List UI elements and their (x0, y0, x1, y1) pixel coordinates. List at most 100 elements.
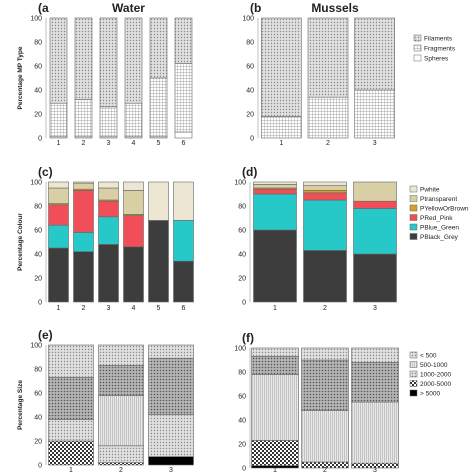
bar-segment (48, 204, 69, 226)
x-tick-label: 1 (57, 305, 61, 312)
legend-label: Filaments (424, 36, 453, 43)
bar-segment (99, 17, 118, 108)
bar-segment (148, 220, 169, 303)
x-tick-label: 1 (279, 140, 283, 147)
bar-segment (301, 359, 349, 411)
bar-segment (98, 462, 144, 466)
legend-label: 500-1000 (420, 362, 448, 369)
chart-d: (d) 0 20 40 60 80 100 1 2 3 Pwhite Ptransparent PYel… (234, 165, 469, 312)
bar-segment (303, 181, 347, 186)
legend-label: Fragments (424, 46, 456, 53)
bar-segment (173, 181, 194, 221)
panel-label-d: (d) (242, 165, 257, 179)
bar-segment (48, 377, 94, 420)
x-tick-label: 2 (119, 467, 123, 474)
bar-segment (303, 192, 347, 201)
y-tick-label: 20 (34, 112, 42, 119)
bar-segment (303, 190, 347, 194)
legend-label: PBlack_Grey (420, 234, 459, 241)
bar-segment (353, 181, 397, 202)
bar-segment (123, 190, 144, 215)
legend-swatch (413, 44, 422, 52)
bar-segment (253, 229, 297, 303)
y-tick-label: 0 (38, 136, 42, 143)
x-tick-label: 3 (169, 467, 173, 474)
y-axis-label: Percentage MP Type (17, 46, 24, 109)
bar-segment (98, 365, 144, 396)
x-tick-label: 2 (323, 467, 327, 474)
bar-segment (253, 188, 297, 195)
x-tick-label: 4 (132, 140, 136, 147)
bar-segment (174, 63, 193, 133)
bar-segment (98, 344, 144, 366)
y-tick-label: 60 (238, 228, 246, 235)
bar-segment (123, 246, 144, 303)
y-tick-label: 80 (34, 367, 42, 374)
bar-segment (173, 220, 194, 262)
chart-e: (e) 0 20 40 60 80 100 Percentage Size 1 2 3 (17, 328, 194, 474)
bar-segment (73, 251, 94, 303)
bar-segment (98, 187, 119, 201)
bar-segment (123, 215, 144, 248)
bar-segment (253, 181, 297, 185)
bar-segment (73, 190, 94, 233)
panel-title-a: Water (112, 1, 145, 15)
y-tick-label: 80 (34, 204, 42, 211)
bar-segment (261, 116, 302, 139)
y-tick-label: 80 (34, 40, 42, 47)
y-tick-label: 0 (242, 466, 246, 473)
bar-segment (124, 102, 143, 138)
y-tick-label: 100 (234, 180, 246, 187)
y-tick-label: 20 (238, 276, 246, 283)
chart-b: (b Mussels 0 20 40 60 80 100 1 2 3 Filaments Fragmen… (242, 1, 456, 147)
bar-segment (148, 414, 194, 457)
bar-segment (174, 131, 193, 139)
y-tick-label: 0 (242, 300, 246, 307)
bar-segment (73, 232, 94, 252)
bar-segment (251, 356, 299, 375)
x-tick-label: 1 (273, 467, 277, 474)
legend-label: Ptransparent (420, 196, 457, 203)
bar-segment (351, 401, 399, 464)
legend-label: 1000-2000 (420, 372, 451, 379)
bar-segment (353, 200, 397, 209)
y-tick-label: 20 (34, 276, 42, 283)
legend-label: < 500 (420, 353, 437, 360)
bar-segment (148, 357, 194, 415)
panel-label-b: (b (250, 1, 261, 15)
panel-label-f: (f) (242, 331, 254, 345)
bar-segment (48, 247, 69, 303)
bar-segment (48, 440, 94, 466)
x-tick-label: 6 (182, 140, 186, 147)
bar-segment (98, 395, 144, 447)
y-tick-label: 20 (246, 112, 254, 119)
panel-title-b: Mussels (311, 1, 359, 15)
bar-segment (253, 193, 297, 231)
x-tick-label: 3 (107, 305, 111, 312)
legend-label: PBlue_Green (420, 225, 459, 232)
bar-segment (98, 181, 119, 189)
bar-segment (49, 17, 68, 104)
legend-swatch (409, 351, 418, 359)
bar-segment (73, 182, 94, 190)
bar-segment (98, 445, 144, 463)
y-tick-label: 0 (38, 463, 42, 470)
legend-swatch (409, 389, 418, 397)
legend-swatch (409, 361, 418, 368)
legend-swatch (409, 380, 418, 387)
y-tick-label: 40 (238, 252, 246, 259)
x-tick-label: 2 (82, 305, 86, 312)
bar-segment (99, 106, 118, 138)
legend-label: > 5000 (420, 391, 440, 398)
y-tick-label: 60 (34, 391, 42, 398)
bar-segment (48, 224, 69, 249)
bar-segment (98, 244, 119, 303)
chart-f: (f) 0 20 40 60 80 100 1 2 3 < 500 500-1000 1000-2000… (234, 331, 451, 474)
bar-segment (251, 440, 299, 466)
bar-segment (149, 77, 168, 138)
bar-segment (148, 456, 194, 466)
legend-swatch (409, 195, 418, 202)
y-tick-label: 80 (238, 204, 246, 211)
bar-segment (251, 347, 299, 357)
bar-segment (48, 419, 94, 442)
